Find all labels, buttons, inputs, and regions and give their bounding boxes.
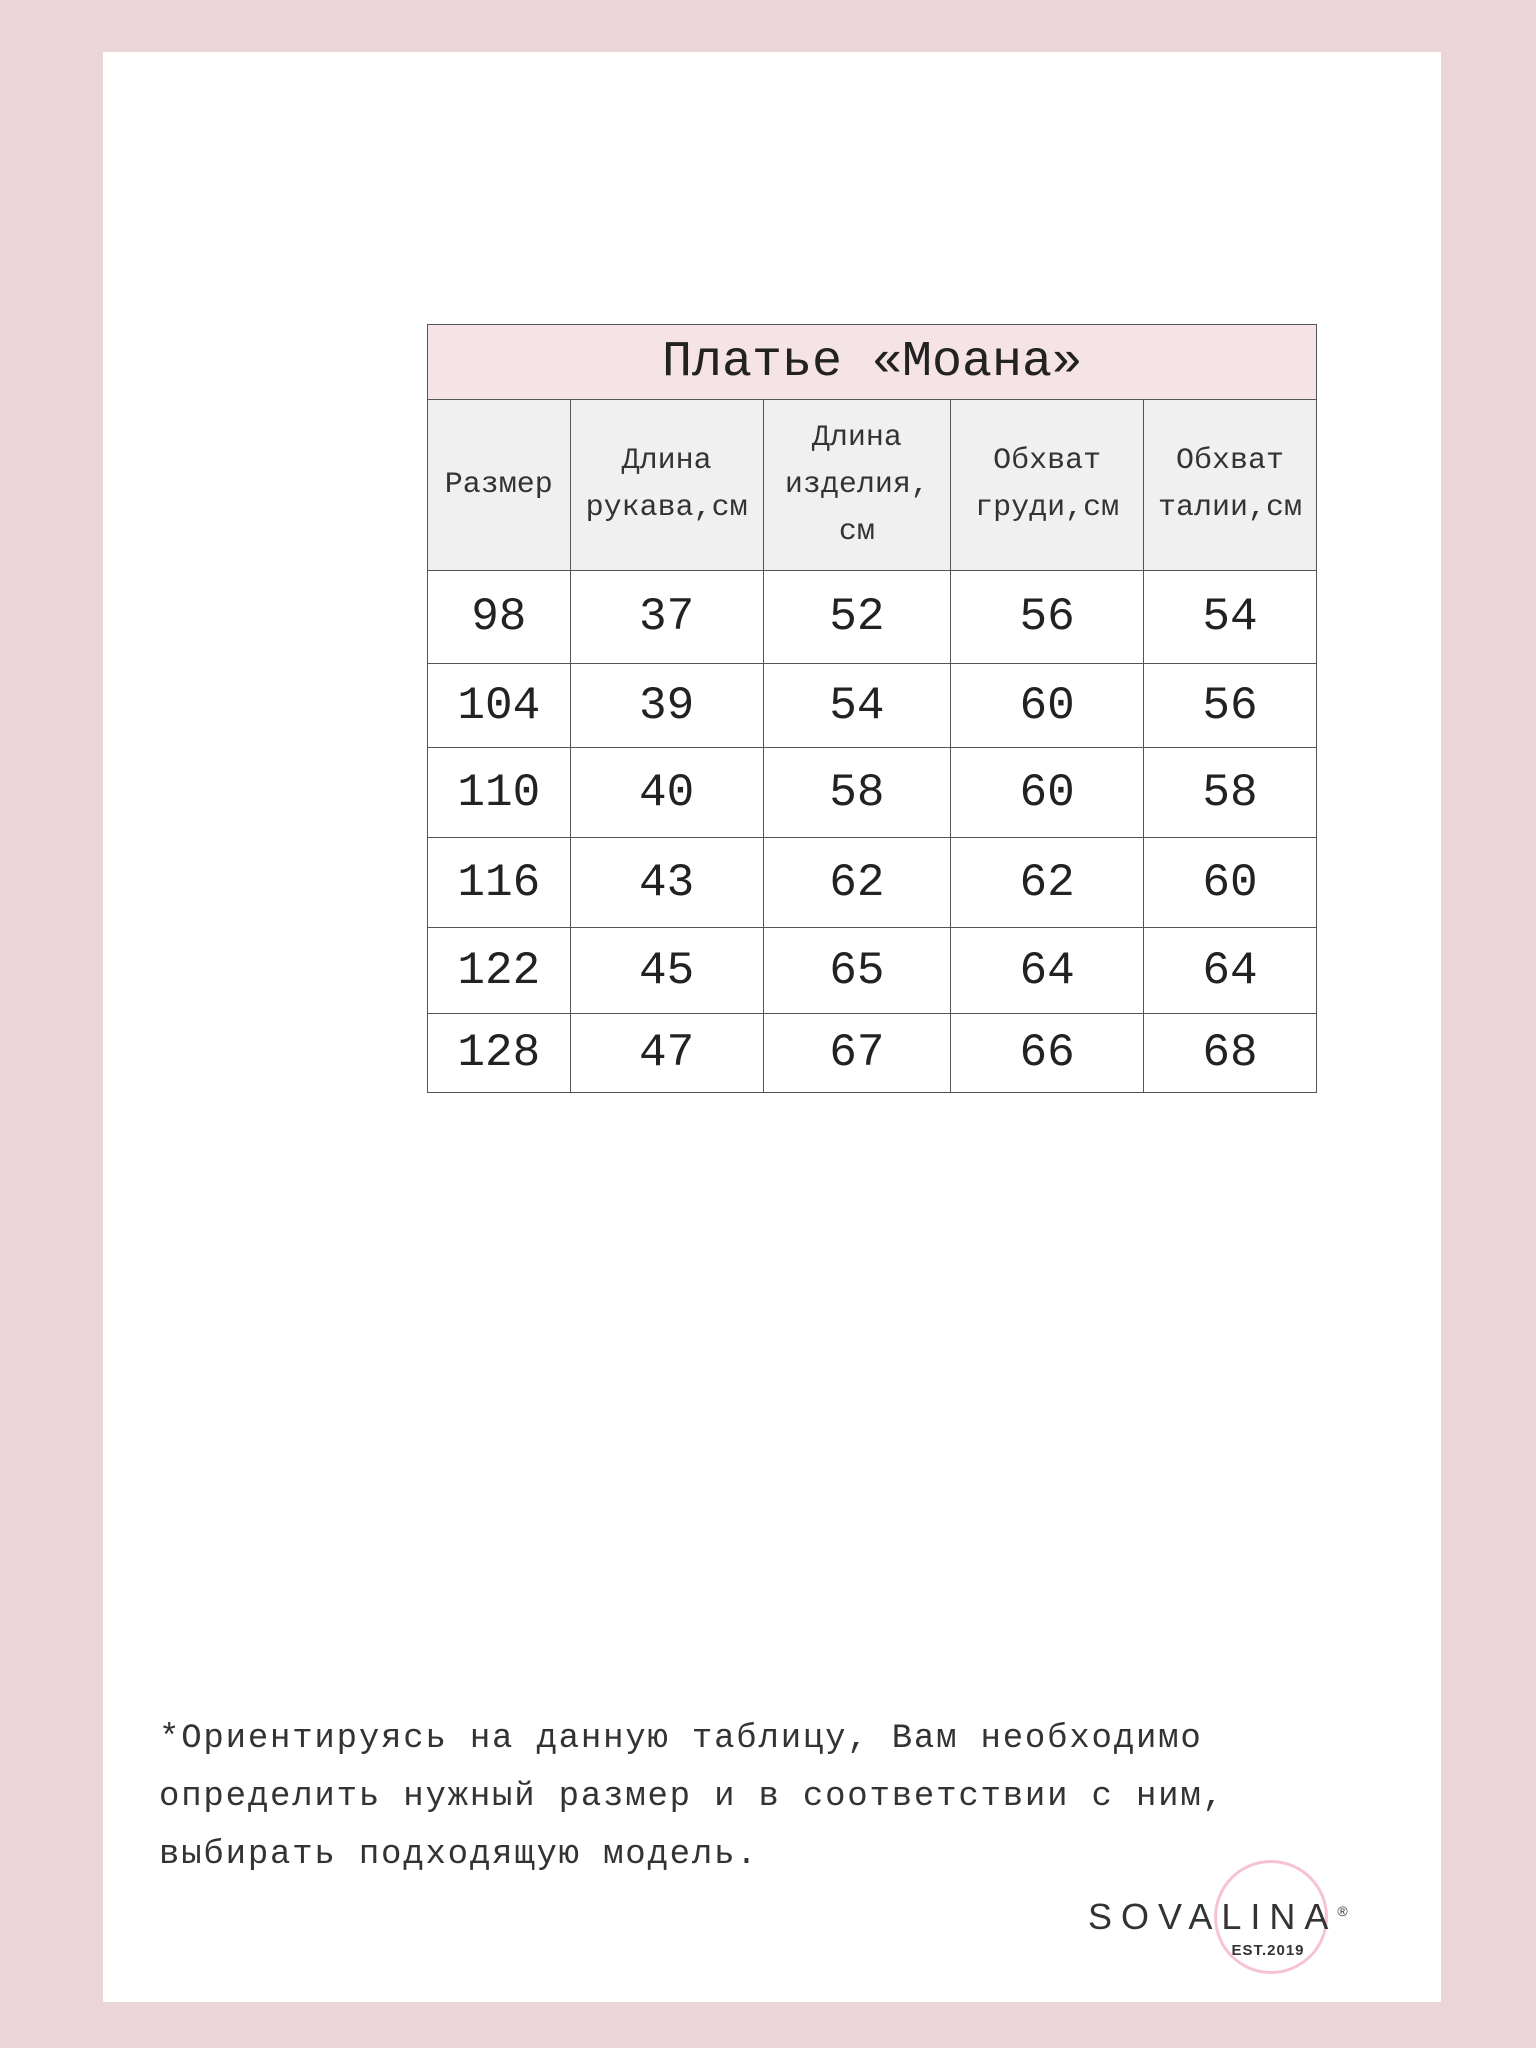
table-cell: 128	[427, 1013, 571, 1093]
page-card: Платье «Моана» Размер Длина рукава,см Дл…	[103, 52, 1441, 2002]
table-cell: 56	[950, 570, 1144, 664]
table-cell: 54	[1142, 570, 1318, 664]
header-waist: Обхват талии,см	[1142, 399, 1318, 571]
table-cell: 60	[950, 747, 1144, 838]
table-cell: 62	[762, 837, 952, 928]
table-cell: 66	[950, 1013, 1144, 1093]
logo-circle-icon	[1214, 1860, 1328, 1974]
table-cell: 62	[950, 837, 1144, 928]
table-cell: 43	[569, 837, 764, 928]
table-cell: 116	[427, 837, 571, 928]
footnote-line: выбирать подходящую модель.	[159, 1836, 759, 1874]
table-cell: 60	[950, 663, 1144, 748]
table-header-row: Размер Длина рукава,см Длина изделия, см…	[427, 399, 1318, 571]
table-row: 110 40 58 60 58	[427, 747, 1318, 838]
footnote-line: определить нужный размер и в соответстви…	[159, 1778, 1225, 1816]
table-cell: 45	[569, 927, 764, 1014]
table-cell: 104	[427, 663, 571, 748]
table-title: Платье «Моана»	[427, 324, 1317, 400]
table-cell: 64	[1142, 927, 1318, 1014]
table-row: 128 47 67 66 68	[427, 1013, 1318, 1093]
table-cell: 65	[762, 927, 952, 1014]
table-cell: 58	[762, 747, 952, 838]
header-item-length: Длина изделия, см	[762, 399, 952, 571]
table-row: 122 45 65 64 64	[427, 927, 1318, 1014]
header-chest: Обхват груди,см	[950, 399, 1144, 571]
table-cell: 64	[950, 927, 1144, 1014]
table-cell: 52	[762, 570, 952, 664]
table-cell: 58	[1142, 747, 1318, 838]
table-cell: 47	[569, 1013, 764, 1093]
header-size: Размер	[427, 399, 571, 571]
footnote: *Ориентируясь на данную таблицу, Вам нео…	[159, 1710, 1225, 1884]
table-cell: 54	[762, 663, 952, 748]
table-row: 116 43 62 62 60	[427, 837, 1318, 928]
table-cell: 40	[569, 747, 764, 838]
table-cell: 56	[1142, 663, 1318, 748]
table-cell: 67	[762, 1013, 952, 1093]
logo-brand: SOVALINA®	[1088, 1896, 1348, 1937]
header-sleeve-length: Длина рукава,см	[569, 399, 764, 571]
logo-est: EST.2019	[1231, 1942, 1305, 1959]
table-row: 98 37 52 56 54	[427, 570, 1318, 664]
footnote-line: *Ориентируясь на данную таблицу, Вам нео…	[159, 1720, 1203, 1758]
sovalina-logo: SOVALINA® EST.2019	[1080, 1850, 1420, 1974]
table-cell: 98	[427, 570, 571, 664]
table-cell: 60	[1142, 837, 1318, 928]
table-row: 104 39 54 60 56	[427, 663, 1318, 748]
table-cell: 37	[569, 570, 764, 664]
table-cell: 110	[427, 747, 571, 838]
table-cell: 122	[427, 927, 571, 1014]
table-cell: 68	[1142, 1013, 1318, 1093]
table-cell: 39	[569, 663, 764, 748]
size-table: Платье «Моана» Размер Длина рукава,см Дл…	[427, 324, 1318, 1093]
